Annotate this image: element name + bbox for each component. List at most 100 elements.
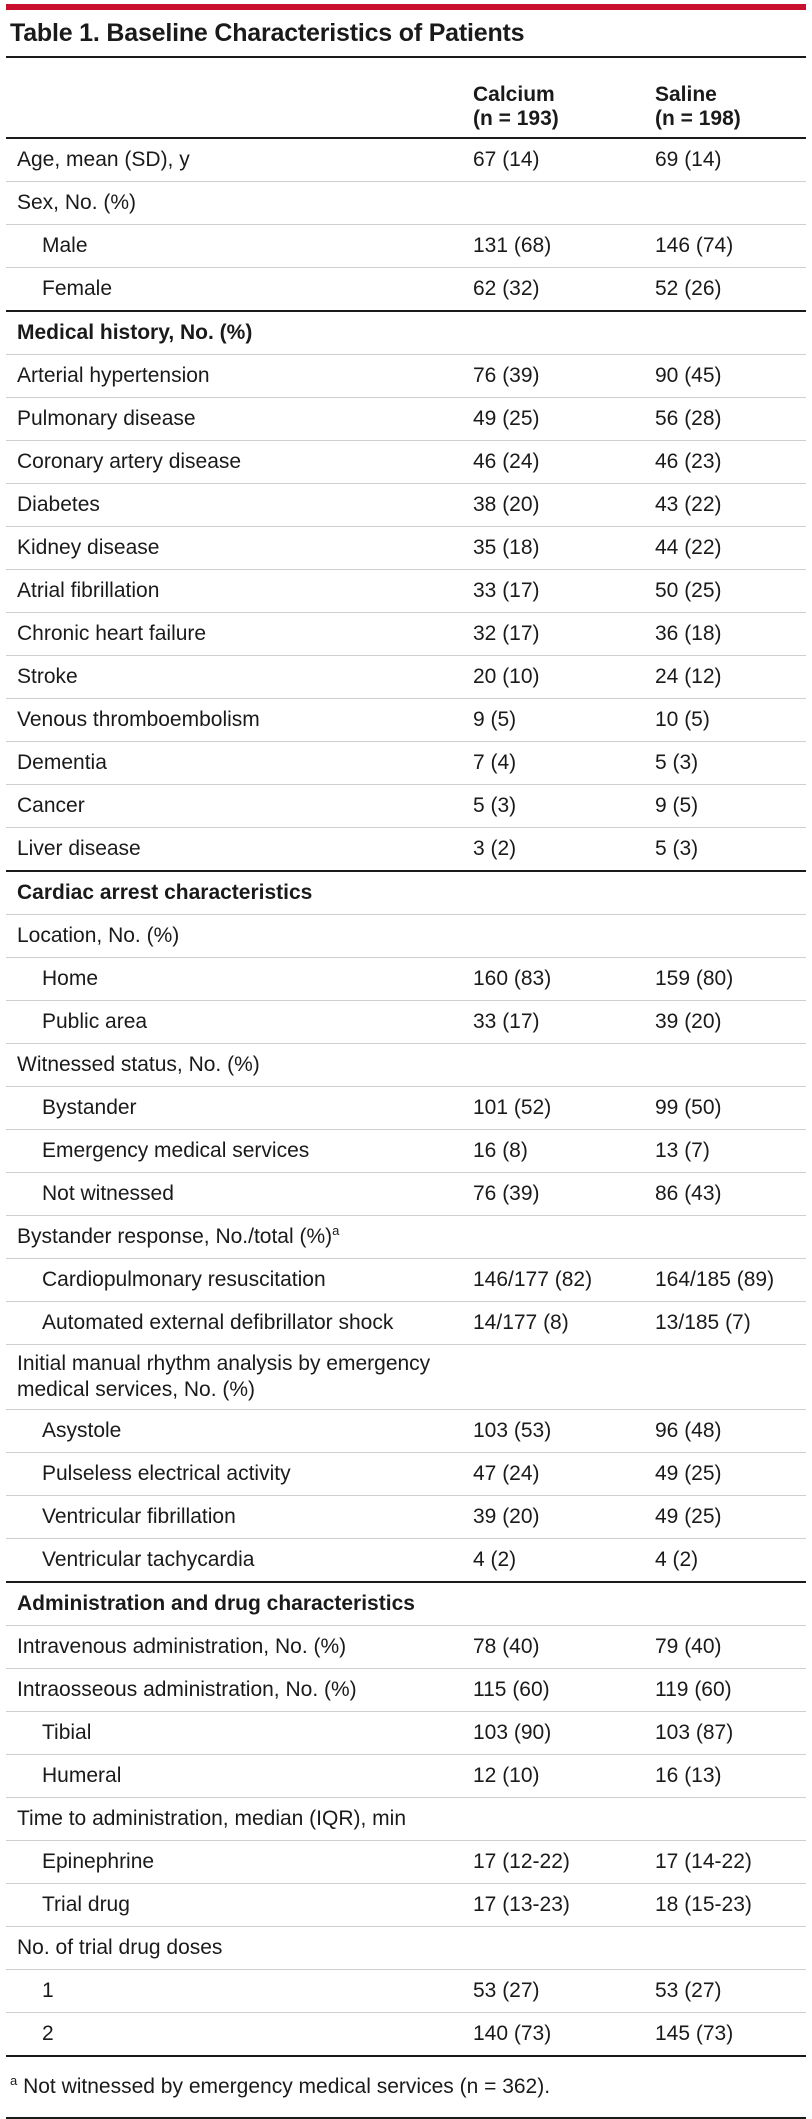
calcium-value: 14/177 (8) bbox=[473, 1301, 655, 1345]
row-label: Bystander response, No./total (%)a bbox=[6, 1215, 473, 1259]
saline-value: 145 (73) bbox=[655, 2012, 806, 2057]
section-row: Cardiac arrest characteristics bbox=[6, 871, 806, 915]
saline-value: 164/185 (89) bbox=[655, 1258, 806, 1302]
saline-value: 99 (50) bbox=[655, 1086, 806, 1130]
calcium-value: 12 (10) bbox=[473, 1754, 655, 1798]
row-label: Dementia bbox=[6, 741, 473, 785]
table-row: Public area 33 (17) 39 (20) bbox=[6, 1000, 806, 1044]
saline-value bbox=[655, 1043, 806, 1087]
row-label: Sex, No. (%) bbox=[6, 181, 473, 225]
calcium-value: 16 (8) bbox=[473, 1129, 655, 1173]
row-label: Atrial fibrillation bbox=[6, 569, 473, 613]
table-row: Liver disease 3 (2) 5 (3) bbox=[6, 827, 806, 872]
saline-value: 5 (3) bbox=[655, 827, 806, 872]
row-label: Emergency medical services bbox=[6, 1129, 473, 1173]
table-row: Stroke 20 (10) 24 (12) bbox=[6, 655, 806, 699]
table-row: Trial drug 17 (13-23) 18 (15-23) bbox=[6, 1883, 806, 1927]
row-label: Bystander bbox=[6, 1086, 473, 1130]
row-label: Witnessed status, No. (%) bbox=[6, 1043, 473, 1087]
row-label: Female bbox=[6, 267, 473, 312]
row-label: Male bbox=[6, 224, 473, 268]
row-label: 1 bbox=[6, 1969, 473, 2013]
row-label: Coronary artery disease bbox=[6, 440, 473, 484]
row-label: Cardiopulmonary resuscitation bbox=[6, 1258, 473, 1302]
header-calcium-n: (n = 193) bbox=[473, 107, 559, 130]
calcium-value: 160 (83) bbox=[473, 957, 655, 1001]
saline-value: 103 (87) bbox=[655, 1711, 806, 1755]
row-label: Intravenous administration, No. (%) bbox=[6, 1625, 473, 1669]
row-label: Stroke bbox=[6, 655, 473, 699]
header-saline: Saline (n = 198) bbox=[655, 58, 806, 139]
table-row: Cancer 5 (3) 9 (5) bbox=[6, 784, 806, 828]
table-row: Automated external defibrillator shock 14… bbox=[6, 1301, 806, 1345]
section-label: Cardiac arrest characteristics bbox=[6, 871, 473, 915]
row-label: Asystole bbox=[6, 1409, 473, 1453]
calcium-value: 33 (17) bbox=[473, 569, 655, 613]
calcium-value: 49 (25) bbox=[473, 397, 655, 441]
saline-value: 13 (7) bbox=[655, 1129, 806, 1173]
table-row: Location, No. (%) bbox=[6, 914, 806, 958]
saline-value bbox=[655, 1344, 806, 1410]
calcium-value: 20 (10) bbox=[473, 655, 655, 699]
saline-value: 18 (15-23) bbox=[655, 1883, 806, 1927]
table-row: Kidney disease 35 (18) 44 (22) bbox=[6, 526, 806, 570]
row-label: Age, mean (SD), y bbox=[6, 138, 473, 182]
table-row: Pulseless electrical activity 47 (24) 49 (… bbox=[6, 1452, 806, 1496]
saline-value: 86 (43) bbox=[655, 1172, 806, 1216]
header-calcium-name: Calcium bbox=[473, 83, 555, 106]
calcium-value: 115 (60) bbox=[473, 1668, 655, 1712]
row-label: Location, No. (%) bbox=[6, 914, 473, 958]
saline-value: 79 (40) bbox=[655, 1625, 806, 1669]
calcium-value: 103 (90) bbox=[473, 1711, 655, 1755]
baseline-characteristics-table: Calcium (n = 193) Saline (n = 198) Age, … bbox=[6, 58, 806, 2057]
calcium-value bbox=[473, 1582, 655, 1626]
calcium-value: 67 (14) bbox=[473, 138, 655, 182]
section-label: Administration and drug characteristics bbox=[6, 1582, 473, 1626]
calcium-value: 47 (24) bbox=[473, 1452, 655, 1496]
saline-value: 24 (12) bbox=[655, 655, 806, 699]
footnote-text: Not witnessed by emergency medical servi… bbox=[23, 2075, 551, 2098]
table-row: Cardiopulmonary resuscitation 146/177 (82… bbox=[6, 1258, 806, 1302]
table-row: Age, mean (SD), y 67 (14) 69 (14) bbox=[6, 138, 806, 182]
table-row: Ventricular tachycardia 4 (2) 4 (2) bbox=[6, 1538, 806, 1583]
table-row: Epinephrine 17 (12-22) 17 (14-22) bbox=[6, 1840, 806, 1884]
calcium-value: 76 (39) bbox=[473, 1172, 655, 1216]
saline-value: 13/185 (7) bbox=[655, 1301, 806, 1345]
table-row: Asystole 103 (53) 96 (48) bbox=[6, 1409, 806, 1453]
row-label: Not witnessed bbox=[6, 1172, 473, 1216]
table-row: Coronary artery disease 46 (24) 46 (23) bbox=[6, 440, 806, 484]
table-row: Home 160 (83) 159 (80) bbox=[6, 957, 806, 1001]
calcium-value: 17 (12-22) bbox=[473, 1840, 655, 1884]
saline-value: 49 (25) bbox=[655, 1452, 806, 1496]
row-label: Venous thromboembolism bbox=[6, 698, 473, 742]
calcium-value: 146/177 (82) bbox=[473, 1258, 655, 1302]
table-row: Sex, No. (%) bbox=[6, 181, 806, 225]
calcium-value: 38 (20) bbox=[473, 483, 655, 527]
calcium-value: 33 (17) bbox=[473, 1000, 655, 1044]
saline-value: 17 (14-22) bbox=[655, 1840, 806, 1884]
saline-value: 9 (5) bbox=[655, 784, 806, 828]
calcium-value bbox=[473, 181, 655, 225]
table-row: Time to administration, median (IQR), mi… bbox=[6, 1797, 806, 1841]
saline-value: 69 (14) bbox=[655, 138, 806, 182]
table-row: Female 62 (32) 52 (26) bbox=[6, 267, 806, 312]
saline-value: 36 (18) bbox=[655, 612, 806, 656]
table-row: Diabetes 38 (20) 43 (22) bbox=[6, 483, 806, 527]
table-row: Not witnessed 76 (39) 86 (43) bbox=[6, 1172, 806, 1216]
calcium-value bbox=[473, 914, 655, 958]
calcium-value: 35 (18) bbox=[473, 526, 655, 570]
saline-value: 159 (80) bbox=[655, 957, 806, 1001]
row-label: Trial drug bbox=[6, 1883, 473, 1927]
table-row: 1 53 (27) 53 (27) bbox=[6, 1969, 806, 2013]
calcium-value: 140 (73) bbox=[473, 2012, 655, 2057]
table-row: Initial manual rhythm analysis by emerge… bbox=[6, 1344, 806, 1410]
saline-value bbox=[655, 1797, 806, 1841]
calcium-value: 32 (17) bbox=[473, 612, 655, 656]
saline-value: 56 (28) bbox=[655, 397, 806, 441]
calcium-value: 7 (4) bbox=[473, 741, 655, 785]
row-label: Intraosseous administration, No. (%) bbox=[6, 1668, 473, 1712]
saline-value: 119 (60) bbox=[655, 1668, 806, 1712]
saline-value: 5 (3) bbox=[655, 741, 806, 785]
top-accent-rule bbox=[6, 4, 806, 10]
saline-value: 10 (5) bbox=[655, 698, 806, 742]
